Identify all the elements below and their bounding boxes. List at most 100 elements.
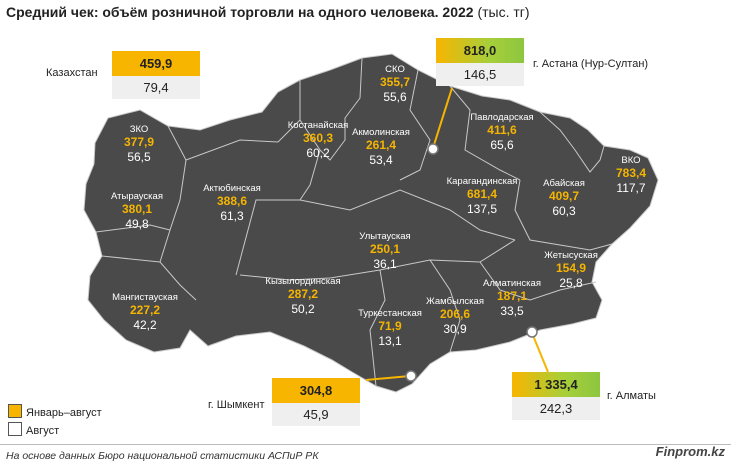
region-jan-aug: 360,3 — [302, 131, 334, 145]
legend-jan-aug: Январь–август — [8, 404, 102, 419]
region-sko: СКО 355,7 55,6 — [380, 64, 410, 105]
region-kyzylorda: Кызылординская 287,2 50,2 — [265, 276, 340, 317]
kazakhstan-aug: 79,4 — [112, 76, 200, 99]
region-almaty: Алматинская 187,1 33,5 — [483, 278, 541, 319]
shymkent-label: г. Шымкент — [208, 399, 265, 411]
almaty-aug: 242,3 — [512, 397, 600, 420]
legend-swatch-white — [8, 422, 22, 436]
kazakhstan-jan-aug: 459,9 — [112, 51, 200, 76]
region-ulytau: Улытауская 250,1 36,1 — [359, 231, 410, 272]
region-name: Жамбылская — [426, 296, 484, 307]
region-aug: 61,3 — [220, 209, 244, 223]
region-name: СКО — [385, 64, 405, 75]
region-jan-aug: 261,4 — [365, 138, 397, 152]
region-name: Улытауская — [359, 231, 411, 242]
astana-label: г. Астана (Нур-Султан) — [533, 58, 649, 70]
legend-jan-aug-label: Январь–август — [26, 407, 102, 419]
shymkent-leader — [365, 375, 411, 381]
region-jan-aug: 227,2 — [129, 303, 161, 317]
astana-marker — [427, 143, 439, 155]
kazakhstan-box: 459,9 79,4 — [112, 51, 200, 99]
region-jan-aug: 377,9 — [123, 135, 155, 149]
almaty-jan-aug: 1 335,4 — [512, 372, 600, 397]
region-aug: 25,8 — [559, 276, 583, 290]
region-kostanay: Костанайская 360,3 60,2 — [288, 120, 348, 161]
region-aug: 50,2 — [291, 302, 315, 316]
region-aug: 55,6 — [383, 90, 407, 104]
almaty-marker — [526, 326, 538, 338]
region-aug: 60,3 — [552, 204, 576, 218]
region-aug: 137,5 — [466, 202, 498, 216]
region-name: Мангистауская — [112, 292, 178, 303]
region-aug: 30,9 — [443, 322, 467, 336]
region-name: Атырауская — [111, 191, 163, 202]
region-name: ЗКО — [129, 124, 149, 135]
region-jan-aug: 187,1 — [496, 289, 528, 303]
chart-title: Средний чек: объём розничной торговли на… — [6, 4, 530, 20]
kazakhstan-label: Казахстан — [46, 67, 98, 79]
legend-swatch-yellow — [8, 404, 22, 418]
region-karaganda: Карагандинская 681,4 137,5 — [447, 176, 518, 217]
astana-leader — [432, 87, 453, 149]
region-aug: 56,5 — [127, 150, 151, 164]
shymkent-marker — [405, 370, 417, 382]
legend-aug: Август — [8, 422, 59, 437]
region-name: Кызылординская — [265, 276, 341, 287]
region-name: Карагандинская — [446, 176, 518, 187]
region-jan-aug: 388,6 — [216, 194, 248, 208]
astana-box: 818,0 146,5 — [436, 38, 524, 86]
region-jan-aug: 411,6 — [487, 123, 517, 137]
region-jan-aug: 783,4 — [615, 166, 647, 180]
almaty-label: г. Алматы — [607, 390, 656, 402]
region-name: Костанайская — [287, 120, 349, 131]
region-zhambyl: Жамбылская 206,6 30,9 — [426, 296, 484, 337]
region-name: Актюбинская — [203, 183, 261, 194]
region-aug: 53,4 — [369, 153, 393, 167]
region-jan-aug: 681,4 — [466, 187, 498, 201]
region-jan-aug: 250,1 — [369, 242, 401, 256]
region-aug: 60,2 — [306, 146, 330, 160]
region-jan-aug: 154,9 — [555, 261, 587, 275]
footer-divider — [0, 444, 731, 445]
shymkent-box: 304,8 45,9 — [272, 378, 360, 426]
title-text: Средний чек: объём розничной торговли на… — [6, 4, 474, 20]
title-unit: (тыс. тг) — [477, 4, 530, 20]
astana-jan-aug: 818,0 — [436, 38, 524, 63]
region-aktobe: Актюбинская 388,6 61,3 — [203, 183, 261, 224]
region-vko: ВКО 783,4 117,7 — [616, 155, 646, 196]
region-name: ВКО — [621, 155, 641, 166]
map-outline — [83, 53, 659, 393]
source-note: На основе данных Бюро национальной стати… — [6, 450, 319, 462]
region-mangystau: Мангистауская 227,2 42,2 — [112, 292, 178, 333]
region-aug: 49,8 — [125, 217, 149, 231]
almaty-box: 1 335,4 242,3 — [512, 372, 600, 420]
region-jan-aug: 71,9 — [378, 319, 402, 333]
astana-aug: 146,5 — [436, 63, 524, 86]
region-name: Павлодарская — [470, 112, 534, 123]
region-akmola: Акмолинская 261,4 53,4 — [352, 127, 410, 168]
region-jan-aug: 380,1 — [121, 202, 153, 216]
region-aug: 13,1 — [378, 334, 402, 348]
region-name: Акмолинская — [352, 127, 410, 138]
region-name: Алматинская — [483, 278, 541, 289]
shymkent-jan-aug: 304,8 — [272, 378, 360, 403]
almaty-leader — [531, 332, 549, 373]
legend-aug-label: Август — [26, 425, 60, 437]
region-jan-aug: 287,2 — [287, 287, 319, 301]
region-aug: 33,5 — [500, 304, 524, 318]
brand-logo: Finprom.kz — [655, 444, 725, 459]
region-aug: 36,1 — [373, 257, 397, 271]
region-aug: 42,2 — [133, 318, 157, 332]
region-jan-aug: 355,7 — [379, 75, 411, 89]
region-abay: Абайская 409,7 60,3 — [543, 178, 585, 219]
region-pavlodar: Павлодарская 411,6 65,6 — [470, 112, 533, 153]
shymkent-aug: 45,9 — [272, 403, 360, 426]
region-name: Абайская — [543, 178, 585, 189]
region-zko: ЗКО 377,9 56,5 — [124, 124, 154, 165]
region-aug: 65,6 — [490, 138, 514, 152]
region-aug: 117,7 — [616, 181, 646, 195]
region-atyrau: Атырауская 380,1 49,8 — [111, 191, 163, 232]
region-name: Жетысуская — [544, 250, 598, 261]
region-turkestan: Туркестанская 71,9 13,1 — [358, 308, 422, 349]
